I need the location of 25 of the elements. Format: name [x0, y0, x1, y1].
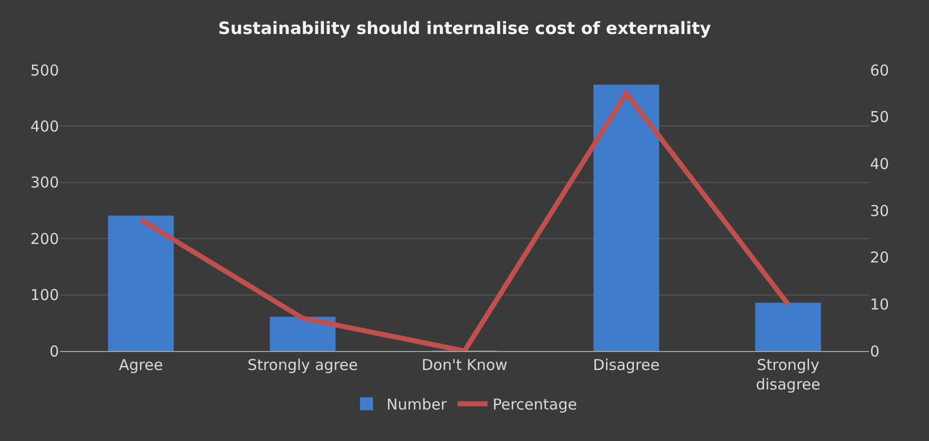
- legend-label: Number: [386, 396, 448, 414]
- x-tick-label: Agree: [118, 356, 163, 374]
- y2-tick-label: 60: [870, 61, 890, 80]
- y-tick-label: 100: [30, 286, 59, 304]
- y2-tick-label: 10: [870, 295, 890, 314]
- bar: [755, 302, 821, 351]
- y2-tick-label: 50: [870, 108, 890, 126]
- bar: [593, 84, 660, 351]
- y2-tick-label: 30: [870, 202, 890, 220]
- y-tick-label: 0: [49, 342, 59, 360]
- y-tick-label: 200: [30, 230, 59, 248]
- y2-tick-label: 0: [870, 342, 880, 360]
- x-tick-label: Disagree: [593, 356, 660, 374]
- x-tick-label: Strongly agree: [248, 356, 358, 374]
- legend-label: Percentage: [492, 396, 577, 414]
- y2-tick-label: 40: [870, 154, 890, 173]
- y2-tick-label: 20: [870, 248, 890, 267]
- x-tick-label: Don't Know: [422, 356, 508, 374]
- y-tick-label: 400: [30, 117, 59, 136]
- y-tick-label: 500: [30, 61, 59, 80]
- chart-title: Sustainability should internalise cost of externality: [218, 18, 711, 39]
- x-tick-label: Strongly disagree: [756, 356, 820, 394]
- bar: [108, 216, 174, 351]
- bar: [270, 316, 336, 351]
- y-tick-label: 300: [30, 174, 59, 192]
